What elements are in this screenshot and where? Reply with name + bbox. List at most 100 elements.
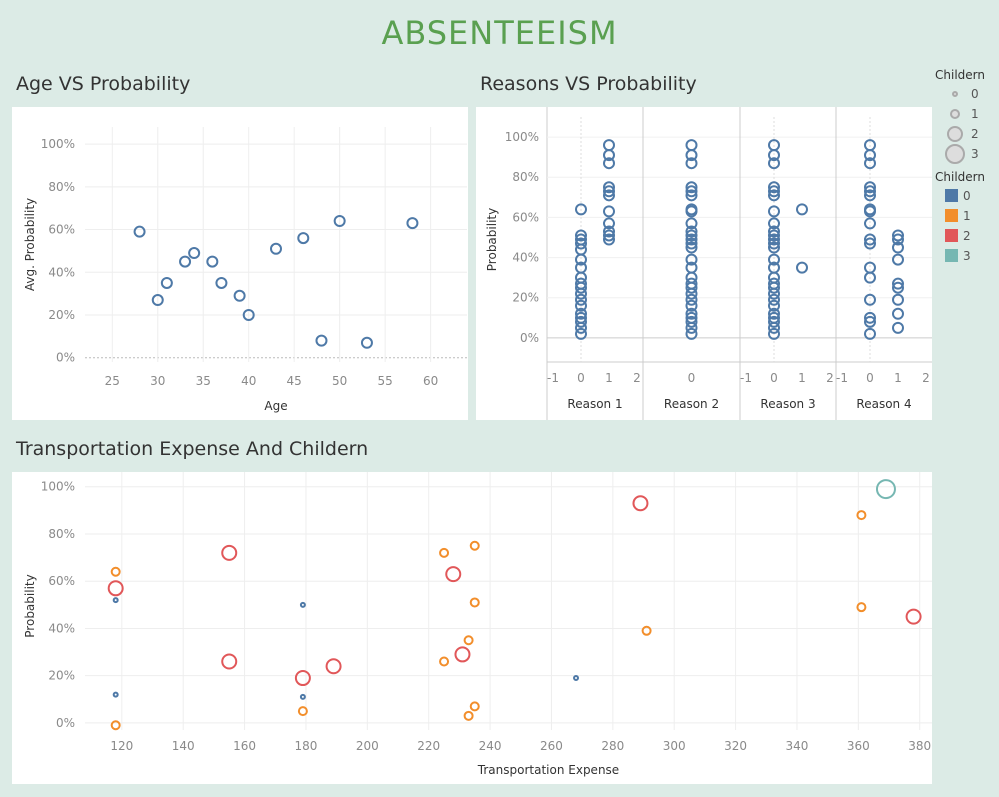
- data-point[interactable]: [768, 261, 780, 274]
- data-point[interactable]: [110, 720, 121, 731]
- data-point[interactable]: [768, 139, 780, 152]
- data-point[interactable]: [299, 693, 306, 700]
- data-point[interactable]: [768, 181, 780, 194]
- data-point[interactable]: [864, 293, 876, 306]
- reasons-scatter-chart[interactable]: 0% 20% 40% 60% 80% 100% Probability -1 0 1 2 Reason…: [476, 107, 932, 420]
- data-point[interactable]: [892, 293, 904, 306]
- data-point[interactable]: [892, 233, 904, 246]
- age-scatter-chart[interactable]: 0% 20% 40% 60% 80% 100% 25 30 35 40 45 50 55 60 Age Avg…: [12, 107, 468, 420]
- data-point[interactable]: [768, 307, 780, 320]
- data-point[interactable]: [685, 293, 698, 306]
- data-point[interactable]: [856, 602, 867, 613]
- data-point[interactable]: [632, 495, 649, 512]
- data-point[interactable]: [575, 299, 587, 312]
- data-point[interactable]: [685, 253, 698, 266]
- data-point[interactable]: [333, 215, 346, 227]
- data-point[interactable]: [685, 225, 698, 238]
- data-point[interactable]: [768, 253, 780, 266]
- data-point[interactable]: [297, 706, 308, 717]
- data-point[interactable]: [179, 255, 192, 268]
- data-point[interactable]: [768, 293, 780, 306]
- data-point[interactable]: [768, 327, 780, 340]
- data-point[interactable]: [297, 232, 310, 245]
- data-point[interactable]: [768, 241, 780, 254]
- data-point[interactable]: [463, 710, 474, 721]
- size-legend-item[interactable]: 0: [935, 84, 999, 104]
- data-point[interactable]: [215, 276, 228, 289]
- data-point[interactable]: [445, 566, 462, 583]
- data-point[interactable]: [133, 225, 146, 238]
- data-point[interactable]: [110, 566, 121, 577]
- data-point[interactable]: [575, 261, 587, 274]
- color-legend-item[interactable]: 2: [935, 226, 999, 246]
- data-point[interactable]: [575, 229, 587, 242]
- data-point[interactable]: [242, 309, 255, 321]
- data-point[interactable]: [469, 597, 480, 608]
- data-point[interactable]: [768, 229, 780, 242]
- data-point[interactable]: [603, 225, 615, 238]
- data-point[interactable]: [299, 601, 306, 608]
- data-point[interactable]: [188, 247, 201, 260]
- data-point[interactable]: [641, 625, 652, 636]
- data-point[interactable]: [685, 217, 698, 230]
- data-point[interactable]: [892, 277, 904, 290]
- data-point[interactable]: [575, 277, 587, 290]
- data-point[interactable]: [864, 139, 876, 152]
- transport-scatter-chart[interactable]: 0% 20% 40% 60% 80% 100% 120 140 160 180 200 220 240 2…: [12, 472, 932, 784]
- data-point[interactable]: [864, 261, 876, 274]
- data-point[interactable]: [685, 271, 698, 284]
- data-point[interactable]: [221, 653, 238, 670]
- data-point[interactable]: [892, 281, 904, 294]
- data-point[interactable]: [856, 510, 867, 521]
- data-point[interactable]: [151, 294, 164, 307]
- data-point[interactable]: [575, 293, 587, 306]
- data-point[interactable]: [768, 189, 780, 202]
- data-point[interactable]: [294, 670, 311, 687]
- data-point[interactable]: [685, 261, 698, 274]
- data-point[interactable]: [892, 321, 904, 334]
- data-point[interactable]: [575, 311, 587, 324]
- data-point[interactable]: [439, 656, 450, 667]
- data-point[interactable]: [270, 242, 282, 255]
- data-point[interactable]: [864, 327, 876, 340]
- data-point[interactable]: [685, 311, 698, 324]
- data-point[interactable]: [892, 253, 904, 266]
- data-point[interactable]: [768, 233, 780, 246]
- data-point[interactable]: [685, 139, 698, 152]
- data-point[interactable]: [112, 691, 119, 698]
- data-point[interactable]: [575, 203, 587, 216]
- color-legend-item[interactable]: 0: [935, 186, 999, 206]
- data-point[interactable]: [221, 544, 238, 561]
- data-point[interactable]: [603, 233, 615, 246]
- data-point[interactable]: [768, 277, 780, 290]
- data-point[interactable]: [575, 315, 587, 328]
- data-point[interactable]: [768, 185, 780, 198]
- data-point[interactable]: [768, 205, 780, 218]
- data-point[interactable]: [768, 299, 780, 312]
- data-point[interactable]: [685, 277, 698, 290]
- data-point[interactable]: [603, 217, 615, 230]
- data-point[interactable]: [685, 327, 698, 340]
- data-point[interactable]: [768, 225, 780, 238]
- data-point[interactable]: [573, 675, 580, 682]
- data-point[interactable]: [406, 217, 419, 230]
- data-point[interactable]: [864, 311, 876, 324]
- data-point[interactable]: [796, 261, 808, 274]
- data-point[interactable]: [905, 608, 922, 625]
- data-point[interactable]: [768, 217, 780, 230]
- data-point[interactable]: [768, 157, 780, 170]
- data-point[interactable]: [439, 547, 450, 558]
- data-point[interactable]: [603, 181, 615, 194]
- data-point[interactable]: [864, 189, 876, 202]
- data-point[interactable]: [864, 157, 876, 170]
- data-point[interactable]: [864, 185, 876, 198]
- data-point[interactable]: [685, 315, 698, 328]
- data-point[interactable]: [864, 181, 876, 194]
- size-legend-item[interactable]: 2: [935, 124, 999, 144]
- data-point[interactable]: [685, 237, 698, 250]
- data-point[interactable]: [864, 217, 876, 230]
- data-point[interactable]: [768, 237, 780, 250]
- data-point[interactable]: [768, 311, 780, 324]
- data-point[interactable]: [685, 203, 698, 216]
- color-legend-item[interactable]: 1: [935, 206, 999, 226]
